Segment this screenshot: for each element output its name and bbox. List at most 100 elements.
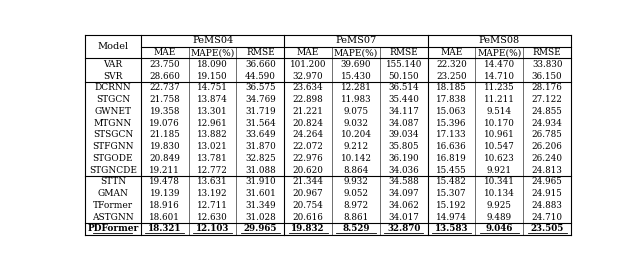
- Text: 22.320: 22.320: [436, 60, 467, 69]
- Text: 9.046: 9.046: [486, 224, 513, 233]
- Text: 15.307: 15.307: [436, 189, 467, 198]
- Text: 12.772: 12.772: [197, 165, 228, 174]
- Text: 36.575: 36.575: [245, 83, 276, 92]
- Text: 34.062: 34.062: [388, 201, 419, 210]
- Text: 31.601: 31.601: [245, 189, 276, 198]
- Text: 8.864: 8.864: [343, 165, 369, 174]
- Text: 13.192: 13.192: [197, 189, 228, 198]
- Text: 12.961: 12.961: [197, 119, 228, 128]
- Text: 15.063: 15.063: [436, 107, 467, 116]
- Text: 34.087: 34.087: [388, 119, 419, 128]
- Text: 15.482: 15.482: [436, 177, 467, 186]
- Text: 9.921: 9.921: [487, 165, 512, 174]
- Text: 14.974: 14.974: [436, 213, 467, 222]
- Text: 8.529: 8.529: [342, 224, 370, 233]
- Text: STGCN: STGCN: [96, 95, 130, 104]
- Text: 34.117: 34.117: [388, 107, 419, 116]
- Text: 34.036: 34.036: [388, 165, 419, 174]
- Text: 24.264: 24.264: [292, 130, 324, 139]
- Text: 24.915: 24.915: [532, 189, 563, 198]
- Text: DCRNN: DCRNN: [95, 83, 131, 92]
- Text: STGNCDE: STGNCDE: [89, 165, 137, 174]
- Text: 33.649: 33.649: [245, 130, 276, 139]
- Text: 14.470: 14.470: [484, 60, 515, 69]
- Text: 35.440: 35.440: [388, 95, 419, 104]
- Text: 14.751: 14.751: [197, 83, 228, 92]
- Text: 24.965: 24.965: [532, 177, 563, 186]
- Text: 20.824: 20.824: [292, 119, 324, 128]
- Text: 44.590: 44.590: [245, 72, 276, 81]
- Text: 21.185: 21.185: [149, 130, 180, 139]
- Text: 10.623: 10.623: [484, 154, 515, 163]
- Text: 28.176: 28.176: [532, 83, 563, 92]
- Text: 9.514: 9.514: [487, 107, 512, 116]
- Text: 31.564: 31.564: [245, 119, 276, 128]
- Text: 13.583: 13.583: [435, 224, 468, 233]
- Text: 18.601: 18.601: [149, 213, 180, 222]
- Text: 18.321: 18.321: [148, 224, 182, 233]
- Text: 13.874: 13.874: [197, 95, 228, 104]
- Text: 17.838: 17.838: [436, 95, 467, 104]
- Text: 8.972: 8.972: [344, 201, 369, 210]
- Text: 12.711: 12.711: [197, 201, 228, 210]
- Text: 23.750: 23.750: [150, 60, 180, 69]
- Text: MTGNN: MTGNN: [94, 119, 132, 128]
- Text: 11.983: 11.983: [340, 95, 371, 104]
- Text: 9.032: 9.032: [344, 119, 369, 128]
- Text: 19.830: 19.830: [150, 142, 180, 151]
- Text: 10.961: 10.961: [484, 130, 515, 139]
- Text: 12.630: 12.630: [197, 213, 228, 222]
- Text: MAPE(%): MAPE(%): [191, 48, 235, 57]
- Text: 31.088: 31.088: [245, 165, 276, 174]
- Text: GMAN: GMAN: [97, 189, 129, 198]
- Text: 26.240: 26.240: [532, 154, 563, 163]
- Text: 19.211: 19.211: [149, 165, 180, 174]
- Text: STSGCN: STSGCN: [93, 130, 133, 139]
- Text: 22.737: 22.737: [149, 83, 180, 92]
- Text: 155.140: 155.140: [385, 60, 422, 69]
- Text: 11.211: 11.211: [484, 95, 515, 104]
- Text: 21.221: 21.221: [292, 107, 324, 116]
- Text: 21.344: 21.344: [292, 177, 324, 186]
- Text: 16.819: 16.819: [436, 154, 467, 163]
- Text: 23.634: 23.634: [292, 83, 324, 92]
- Text: 19.076: 19.076: [149, 119, 180, 128]
- Text: 22.072: 22.072: [292, 142, 324, 151]
- Text: 15.396: 15.396: [436, 119, 467, 128]
- Text: 18.185: 18.185: [436, 83, 467, 92]
- Text: SVR: SVR: [103, 72, 123, 81]
- Text: VAR: VAR: [103, 60, 122, 69]
- Text: 12.103: 12.103: [196, 224, 229, 233]
- Text: 26.206: 26.206: [532, 142, 563, 151]
- Text: 9.489: 9.489: [487, 213, 512, 222]
- Text: 31.028: 31.028: [245, 213, 276, 222]
- Text: 13.781: 13.781: [197, 154, 228, 163]
- Text: ASTGNN: ASTGNN: [92, 213, 134, 222]
- Text: PeMS04: PeMS04: [192, 36, 233, 45]
- Text: 20.967: 20.967: [292, 189, 324, 198]
- Text: 32.870: 32.870: [387, 224, 420, 233]
- Text: 29.965: 29.965: [244, 224, 277, 233]
- Text: 19.150: 19.150: [197, 72, 228, 81]
- Text: 13.882: 13.882: [197, 130, 228, 139]
- Text: 34.588: 34.588: [388, 177, 419, 186]
- Text: 34.769: 34.769: [245, 95, 276, 104]
- Text: 24.855: 24.855: [532, 107, 563, 116]
- Text: 36.514: 36.514: [388, 83, 419, 92]
- Text: 8.861: 8.861: [343, 213, 369, 222]
- Text: 16.636: 16.636: [436, 142, 467, 151]
- Text: 15.430: 15.430: [340, 72, 371, 81]
- Text: 31.349: 31.349: [245, 201, 276, 210]
- Text: 9.932: 9.932: [344, 177, 369, 186]
- Text: 9.925: 9.925: [487, 201, 512, 210]
- Text: 33.830: 33.830: [532, 60, 563, 69]
- Text: 31.719: 31.719: [245, 107, 276, 116]
- Text: RMSE: RMSE: [532, 48, 561, 57]
- Text: 13.021: 13.021: [197, 142, 228, 151]
- Text: 10.547: 10.547: [484, 142, 515, 151]
- Text: 10.134: 10.134: [484, 189, 515, 198]
- Text: 20.849: 20.849: [149, 154, 180, 163]
- Text: STGODE: STGODE: [93, 154, 133, 163]
- Text: MAPE(%): MAPE(%): [477, 48, 522, 57]
- Text: 32.970: 32.970: [293, 72, 323, 81]
